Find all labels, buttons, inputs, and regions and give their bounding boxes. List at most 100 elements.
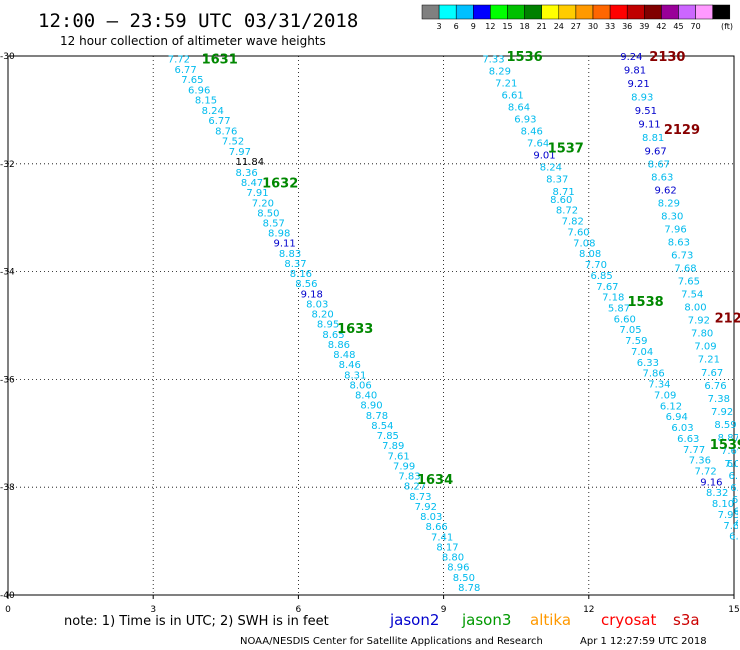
wave-height-value: 8.54 — [371, 421, 393, 432]
wave-height-value: 6.77 — [208, 116, 230, 127]
wave-height-value: 8.76 — [215, 126, 237, 137]
wave-height-value: 8.66 — [426, 522, 448, 533]
colorbar-label: 39 — [639, 22, 649, 31]
colorbar-swatch — [541, 4, 560, 20]
colorbar-swatch — [575, 4, 594, 20]
wave-height-value: 7.82 — [562, 217, 584, 228]
colorbar-label: 36 — [622, 22, 632, 31]
wave-height-value: 6.61 — [501, 91, 523, 102]
wave-height-value: 8.64 — [508, 103, 530, 114]
plot-area: 0 3 6 9 12 15 -30-32-34-36-38-40 7.726.777.65… — [0, 50, 740, 615]
wave-height-value: 8.59 — [714, 420, 736, 431]
colorbar-label: 9 — [471, 22, 476, 31]
wave-height-tracks: 7.726.777.656.968.158.246.778.767.527.97… — [168, 52, 740, 594]
wave-height-value: 8.86 — [328, 340, 350, 351]
wave-height-value: 7.69 — [721, 446, 740, 457]
wave-height-value: 8.63 — [668, 238, 690, 249]
colorbar-label: 33 — [605, 22, 615, 31]
satellite-s3a: s3a — [673, 611, 700, 629]
pass-label: 1633 — [337, 322, 373, 337]
wave-height-value: 5.87 — [608, 304, 630, 315]
wave-height-value: 8.46 — [521, 127, 543, 138]
wave-height-value: 7.86 — [643, 369, 665, 380]
wave-height-value: 9.01 — [533, 151, 555, 162]
wave-height-value: 8.98 — [268, 229, 290, 240]
wave-height-value: 8.73 — [409, 492, 431, 503]
wave-height-value: 6.93 — [514, 115, 536, 126]
wave-height-value: 8.16 — [290, 269, 312, 280]
wave-height-value: 7.68 — [674, 264, 696, 275]
colorbar-swatch — [626, 4, 645, 20]
wave-height-value: 6.73 — [671, 251, 693, 262]
wave-height-value: 8.63 — [651, 172, 673, 183]
wave-height-value: 9.18 — [301, 289, 323, 300]
wave-height-value: 7.92 — [415, 502, 437, 513]
colorbar-label: 24 — [554, 22, 564, 31]
wave-height-value: 8.80 — [442, 553, 464, 564]
x-tick-label: 9 — [441, 605, 447, 615]
colorbar-swatch — [490, 4, 508, 20]
wave-height-value: 8.32 — [706, 488, 728, 499]
wave-height-value: 7.93 — [718, 510, 740, 521]
wave-height-value: 6.85 — [591, 271, 613, 282]
wave-height-value: 7.72 — [168, 55, 190, 66]
wave-height-value: 7.64 — [527, 139, 549, 150]
wave-height-value: 7.70 — [585, 260, 607, 271]
wave-height-value: 7.21 — [495, 79, 517, 90]
wave-height-value: 8.50 — [453, 573, 475, 584]
wave-height-value: 8.71 — [553, 187, 575, 198]
pass-label: 1634 — [417, 473, 453, 488]
wave-height-value: 7.33 — [482, 55, 504, 66]
wave-height-value: 8.56 — [295, 279, 317, 290]
wave-height-value: 7.68 — [723, 521, 740, 532]
x-tick-label: 6 — [296, 605, 302, 615]
y-axis-ticks: -30 -32 -34 -36 -38 -40 — [0, 52, 15, 601]
wave-height-value: 8.17 — [436, 542, 458, 553]
wave-height-value: 8.06 — [350, 380, 372, 391]
x-tick-label: 0 — [5, 605, 11, 615]
chart-subtitle: 12 hour collection of altimeter wave hei… — [60, 34, 326, 48]
pass-label: 212 — [715, 311, 740, 326]
wave-height-value: 8.67 — [648, 159, 670, 170]
wave-height-value: 8.95 — [317, 320, 339, 331]
wave-height-value: 8.00 — [684, 303, 706, 314]
wave-height-value: 7.67 — [701, 368, 723, 379]
wave-height-value: 8.29 — [658, 198, 680, 209]
wave-height-value: 6.76 — [734, 507, 740, 518]
y-tick-label: -32 — [0, 160, 15, 170]
wave-height-value: 6.60 — [614, 314, 636, 325]
wave-height-value: 9.62 — [654, 185, 676, 196]
x-tick-label: 15 — [728, 605, 739, 615]
pass-labels: 1631163216331634153615371538153921302129… — [202, 50, 740, 488]
colorbar-label: 21 — [537, 22, 547, 31]
note-text: note: 1) Time is in UTC; 2) SWH is in fe… — [64, 614, 329, 629]
colorbar-swatch — [455, 4, 474, 20]
pass-label: 2129 — [664, 123, 700, 138]
x-axis-ticks: 0 3 6 9 12 15 — [5, 595, 740, 615]
wave-height-value: 7.05 — [619, 325, 641, 336]
colorbar-swatch — [609, 4, 628, 20]
colorbar-swatch — [438, 4, 457, 20]
wave-height-value: 8.31 — [344, 370, 366, 381]
wave-height-value: 6.96 — [188, 85, 210, 96]
colorbar-label: 6 — [454, 22, 459, 31]
pass-label: 1632 — [262, 177, 298, 192]
wave-height-value: 8.90 — [360, 401, 382, 412]
wave-height-value: 6.77 — [174, 65, 196, 76]
colorbar-swatch — [558, 4, 577, 20]
colorbar-label: 3 — [437, 22, 442, 31]
wave-height-value: 6.63 — [732, 495, 740, 506]
colorbar-swatch — [592, 4, 611, 20]
colorbar-swatch — [507, 4, 525, 20]
y-tick-label: -34 — [0, 268, 15, 278]
satellite-cryosat: cryosat — [601, 611, 656, 629]
wave-height-value: 9.51 — [635, 106, 657, 117]
wave-height-value: 8.57 — [263, 218, 285, 229]
wave-height-value: 8.03 — [306, 299, 328, 310]
wave-height-value: 9.81 — [624, 65, 646, 76]
colorbar-swatch — [661, 4, 679, 20]
colorbar-swatch — [695, 4, 713, 20]
pass-label: 1538 — [628, 295, 664, 310]
wave-height-value: 8.72 — [556, 206, 578, 217]
wave-height-value: 7.09 — [654, 390, 676, 401]
